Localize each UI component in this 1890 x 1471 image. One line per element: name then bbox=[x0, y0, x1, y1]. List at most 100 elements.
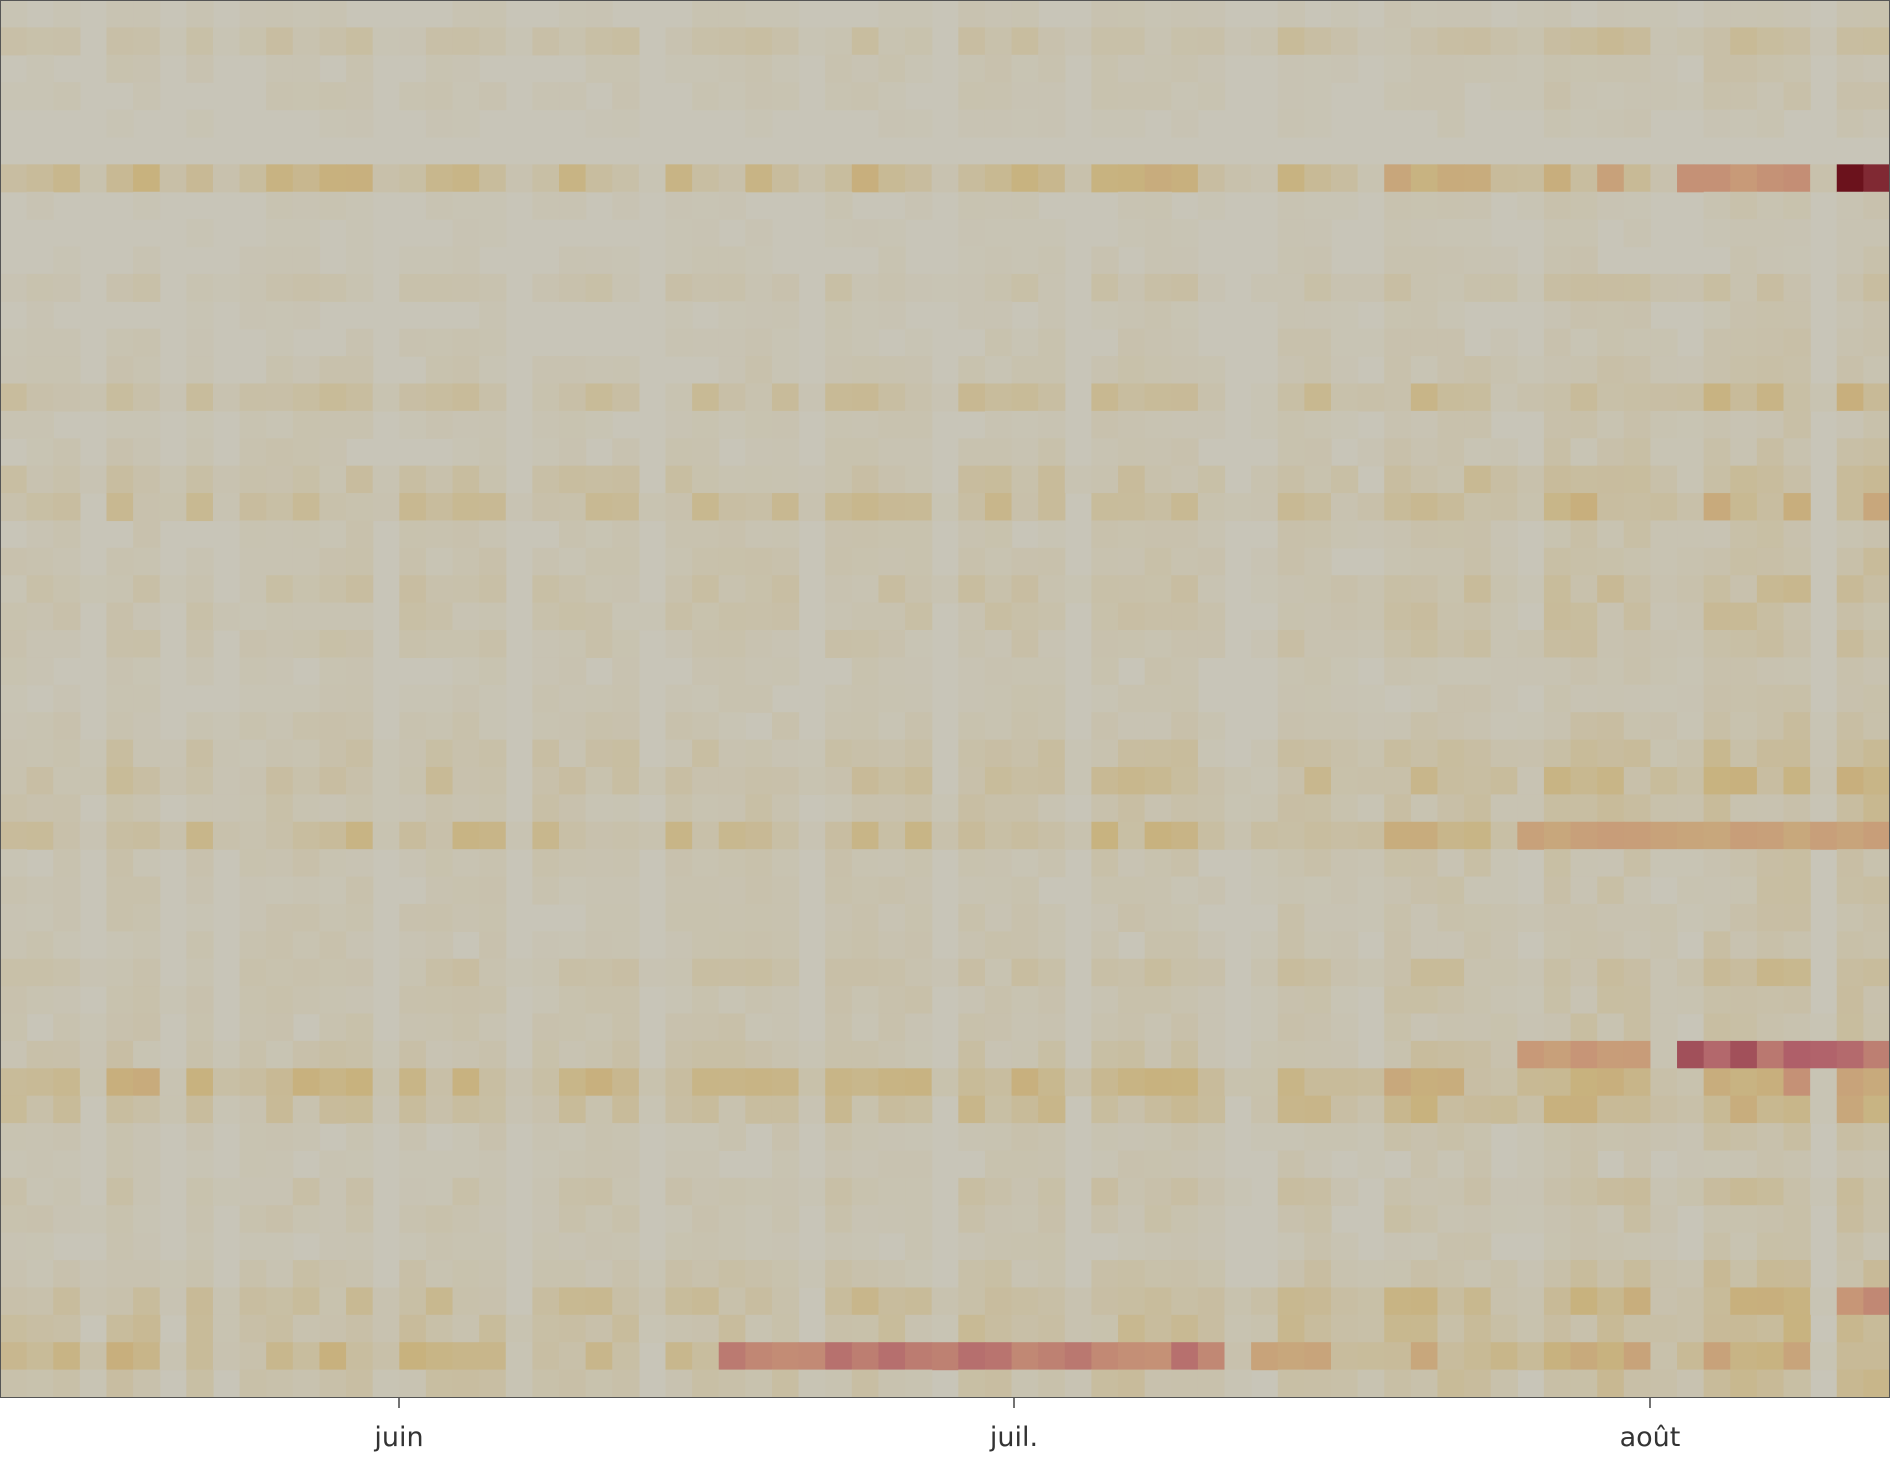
heatmap-cell bbox=[452, 0, 480, 28]
heatmap-cell bbox=[612, 630, 640, 659]
heatmap-cell bbox=[212, 493, 241, 522]
heatmap-cell bbox=[638, 1095, 667, 1124]
heatmap-cell bbox=[425, 958, 454, 987]
heatmap-cell bbox=[1677, 1342, 1705, 1371]
heatmap-cell bbox=[1810, 383, 1838, 412]
heatmap-cell bbox=[1836, 684, 1864, 713]
heatmap-cell bbox=[1144, 520, 1172, 549]
heatmap-cell bbox=[1144, 712, 1172, 741]
heatmap-cell bbox=[1330, 958, 1359, 987]
heatmap-cell bbox=[425, 931, 454, 960]
heatmap-cell bbox=[718, 1232, 746, 1261]
heatmap-cell bbox=[1756, 1314, 1785, 1343]
heatmap-cell bbox=[1543, 0, 1572, 28]
heatmap-cell bbox=[1863, 876, 1890, 905]
heatmap-cell bbox=[292, 821, 321, 850]
heatmap-cell bbox=[1144, 1260, 1172, 1289]
heatmap-cell bbox=[505, 958, 533, 987]
heatmap-cell bbox=[1730, 246, 1758, 275]
heatmap-cell bbox=[1277, 82, 1305, 111]
heatmap-cell bbox=[346, 493, 374, 522]
heatmap-cell bbox=[425, 410, 454, 439]
heatmap-cell bbox=[106, 794, 134, 823]
heatmap-cell bbox=[1144, 1068, 1172, 1097]
heatmap-cell bbox=[1251, 547, 1279, 576]
heatmap-cell bbox=[878, 1342, 906, 1371]
heatmap-cell bbox=[1836, 54, 1864, 83]
heatmap-cell bbox=[1623, 219, 1652, 248]
heatmap-cell bbox=[1118, 1013, 1146, 1042]
heatmap-cell bbox=[1437, 1205, 1465, 1234]
heatmap-cell bbox=[1118, 1205, 1146, 1234]
heatmap-cell bbox=[1304, 1095, 1332, 1124]
heatmap-cell bbox=[452, 1123, 480, 1152]
heatmap-cell bbox=[1863, 1095, 1890, 1124]
heatmap-cell bbox=[1703, 575, 1731, 604]
heatmap-cell bbox=[319, 1232, 347, 1261]
heatmap-cell bbox=[1091, 164, 1119, 193]
heatmap-cell bbox=[1730, 1177, 1758, 1206]
heatmap-cell bbox=[692, 547, 720, 576]
heatmap-cell bbox=[1038, 630, 1066, 659]
heatmap-cell bbox=[292, 1369, 321, 1398]
heatmap-cell bbox=[612, 1177, 640, 1206]
heatmap-cell bbox=[1490, 931, 1518, 960]
heatmap-cell bbox=[452, 328, 480, 357]
heatmap-cell bbox=[585, 739, 613, 768]
heatmap-cell bbox=[1410, 1342, 1439, 1371]
heatmap-cell bbox=[1410, 273, 1439, 302]
heatmap-cell bbox=[1703, 1040, 1731, 1069]
heatmap-cell bbox=[1091, 465, 1119, 494]
heatmap-cell bbox=[1517, 465, 1545, 494]
heatmap-cell bbox=[1756, 164, 1785, 193]
heatmap-cell bbox=[1836, 27, 1864, 56]
heatmap-cell bbox=[1118, 766, 1146, 795]
heatmap-cell bbox=[1570, 1205, 1598, 1234]
heatmap-cell bbox=[1304, 328, 1332, 357]
heatmap-cell bbox=[1810, 1287, 1838, 1316]
heatmap-cell bbox=[1517, 630, 1545, 659]
heatmap-cell bbox=[825, 520, 853, 549]
heatmap-cell bbox=[1570, 356, 1598, 385]
heatmap-cell bbox=[1703, 739, 1731, 768]
heatmap-cell bbox=[1118, 739, 1146, 768]
heatmap-cell bbox=[399, 1177, 427, 1206]
heatmap-cell bbox=[1171, 438, 1199, 467]
heatmap-cell bbox=[745, 739, 773, 768]
heatmap-cell bbox=[399, 328, 427, 357]
heatmap-cell bbox=[1304, 766, 1332, 795]
heatmap-cell bbox=[1410, 246, 1439, 275]
heatmap-cell bbox=[851, 1123, 880, 1152]
heatmap-cell bbox=[1410, 876, 1439, 905]
heatmap-cell bbox=[266, 1123, 294, 1152]
heatmap-cell bbox=[346, 54, 374, 83]
heatmap-cell bbox=[1384, 1013, 1412, 1042]
heatmap-cell bbox=[1543, 1068, 1572, 1097]
heatmap-cell bbox=[851, 301, 880, 330]
heatmap-cell bbox=[745, 1205, 773, 1234]
heatmap-cell bbox=[1171, 1040, 1199, 1069]
heatmap-cell bbox=[1038, 328, 1066, 357]
heatmap-cell bbox=[612, 54, 640, 83]
heatmap-cell bbox=[106, 903, 134, 932]
heatmap-cell bbox=[638, 602, 667, 631]
heatmap-cell bbox=[1464, 1150, 1492, 1179]
heatmap-cell bbox=[292, 766, 321, 795]
heatmap-cell bbox=[1038, 1123, 1066, 1152]
heatmap-cell bbox=[292, 191, 321, 220]
heatmap-cell bbox=[1570, 958, 1598, 987]
heatmap-cell bbox=[186, 1369, 214, 1398]
heatmap-cell bbox=[505, 1342, 533, 1371]
heatmap-cell bbox=[1464, 438, 1492, 467]
heatmap-cell bbox=[532, 1177, 560, 1206]
heatmap-cell bbox=[1677, 575, 1705, 604]
heatmap-cell bbox=[266, 438, 294, 467]
heatmap-cell bbox=[771, 739, 800, 768]
heatmap-cell bbox=[346, 1342, 374, 1371]
heatmap-cell bbox=[984, 630, 1013, 659]
heatmap-cell bbox=[452, 1095, 480, 1124]
heatmap-cell bbox=[452, 438, 480, 467]
heatmap-cell bbox=[1756, 27, 1785, 56]
heatmap-cell bbox=[372, 766, 400, 795]
heatmap-cell bbox=[1437, 54, 1465, 83]
